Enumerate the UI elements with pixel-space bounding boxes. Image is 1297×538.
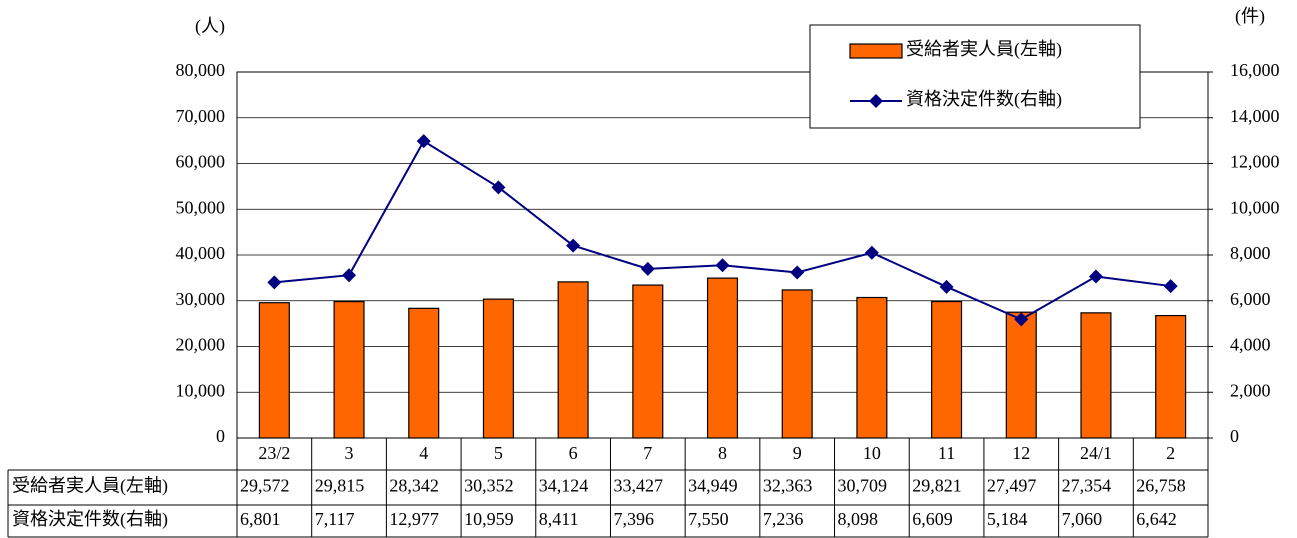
legend-label: 受給者実人員(左軸) [906, 39, 1062, 60]
legend-marker [869, 94, 883, 108]
table-value: 26,758 [1136, 476, 1186, 496]
y-tick-label: 0 [216, 426, 225, 446]
x-tick-label: 23/2 [258, 443, 290, 463]
table-value: 27,354 [1062, 476, 1112, 496]
y-tick-label: 80,000 [176, 60, 226, 80]
table-value: 7,550 [688, 509, 729, 529]
bar [408, 307, 440, 439]
legend-box [809, 24, 1141, 129]
y-tick-label: 40,000 [176, 243, 226, 263]
x-tick-label: 12 [1012, 443, 1030, 463]
x-tick-label: 2 [1166, 443, 1175, 463]
table-value: 7,060 [1062, 509, 1103, 529]
y2-tick-label: 12,000 [1230, 152, 1280, 172]
table-value: 29,815 [315, 476, 365, 496]
x-tick-label: 7 [643, 443, 652, 463]
table-value: 6,609 [912, 509, 953, 529]
bar [1155, 314, 1187, 439]
bar [781, 289, 813, 439]
bar [1080, 312, 1112, 439]
y2-tick-label: 0 [1230, 426, 1239, 446]
marker [715, 258, 730, 273]
marker [939, 279, 954, 294]
table-row-label: 受給者実人員(左軸) [12, 476, 168, 497]
y2-tick-label: 10,000 [1230, 197, 1280, 217]
table-value: 27,497 [987, 476, 1037, 496]
marker [416, 134, 431, 149]
y2-tick-label: 16,000 [1230, 60, 1280, 80]
x-tick-label: 9 [793, 443, 802, 463]
table-value: 30,709 [838, 476, 888, 496]
marker [640, 261, 655, 276]
table-value: 7,396 [613, 509, 654, 529]
y-tick-label: 70,000 [176, 106, 226, 126]
y-tick-label: 20,000 [176, 335, 226, 355]
y2-tick-label: 14,000 [1230, 106, 1280, 126]
x-tick-label: 11 [938, 443, 955, 463]
legend-swatch [849, 43, 903, 59]
table-value: 12,977 [389, 509, 439, 529]
marker [566, 238, 581, 253]
table-value: 5,184 [987, 509, 1028, 529]
y-tick-label: 10,000 [176, 380, 226, 400]
y2-tick-label: 8,000 [1230, 243, 1271, 263]
bar [931, 300, 963, 439]
x-tick-label: 24/1 [1080, 443, 1112, 463]
marker [790, 265, 805, 280]
y2-tick-label: 6,000 [1230, 289, 1271, 309]
table-value: 28,342 [389, 476, 439, 496]
marker [864, 245, 879, 260]
y2-unit: (件) [1235, 6, 1265, 27]
bar [632, 284, 664, 439]
x-tick-label: 10 [863, 443, 881, 463]
y-unit: (人) [195, 16, 225, 37]
marker [1163, 279, 1178, 294]
marker [1088, 269, 1103, 284]
bar [706, 277, 739, 439]
y2-tick-label: 4,000 [1230, 335, 1271, 355]
table-value: 8,411 [539, 509, 579, 529]
bar [482, 298, 514, 439]
x-tick-label: 4 [419, 443, 428, 463]
y-tick-label: 50,000 [176, 197, 226, 217]
x-tick-label: 5 [494, 443, 503, 463]
x-tick-label: 3 [345, 443, 354, 463]
marker [342, 268, 357, 283]
table-value: 29,821 [912, 476, 962, 496]
x-tick-label: 6 [569, 443, 578, 463]
bar [258, 302, 290, 439]
marker [267, 275, 282, 290]
table-value: 6,801 [240, 509, 281, 529]
bar [333, 300, 365, 439]
legend-label: 資格決定件数(右軸) [906, 89, 1062, 110]
table-value: 8,098 [838, 509, 879, 529]
bar [856, 296, 888, 439]
marker [1014, 312, 1029, 327]
table-value: 34,124 [539, 476, 589, 496]
table-value: 30,352 [464, 476, 513, 496]
bar [1005, 311, 1037, 439]
marker [491, 180, 506, 195]
table-value: 6,642 [1136, 509, 1177, 529]
table-value: 7,117 [315, 509, 355, 529]
table-value: 29,572 [240, 476, 290, 496]
table-value: 33,427 [613, 476, 663, 496]
table-value: 7,236 [763, 509, 804, 529]
table-value: 10,959 [464, 509, 513, 529]
table-value: 32,363 [763, 476, 813, 496]
x-tick-label: 8 [718, 443, 727, 463]
bar [557, 281, 589, 439]
table-value: 34,949 [688, 476, 738, 496]
y2-tick-label: 2,000 [1230, 380, 1271, 400]
table-row-label: 資格決定件数(右軸) [12, 509, 168, 530]
y-tick-label: 30,000 [176, 289, 226, 309]
y-tick-label: 60,000 [176, 152, 226, 172]
